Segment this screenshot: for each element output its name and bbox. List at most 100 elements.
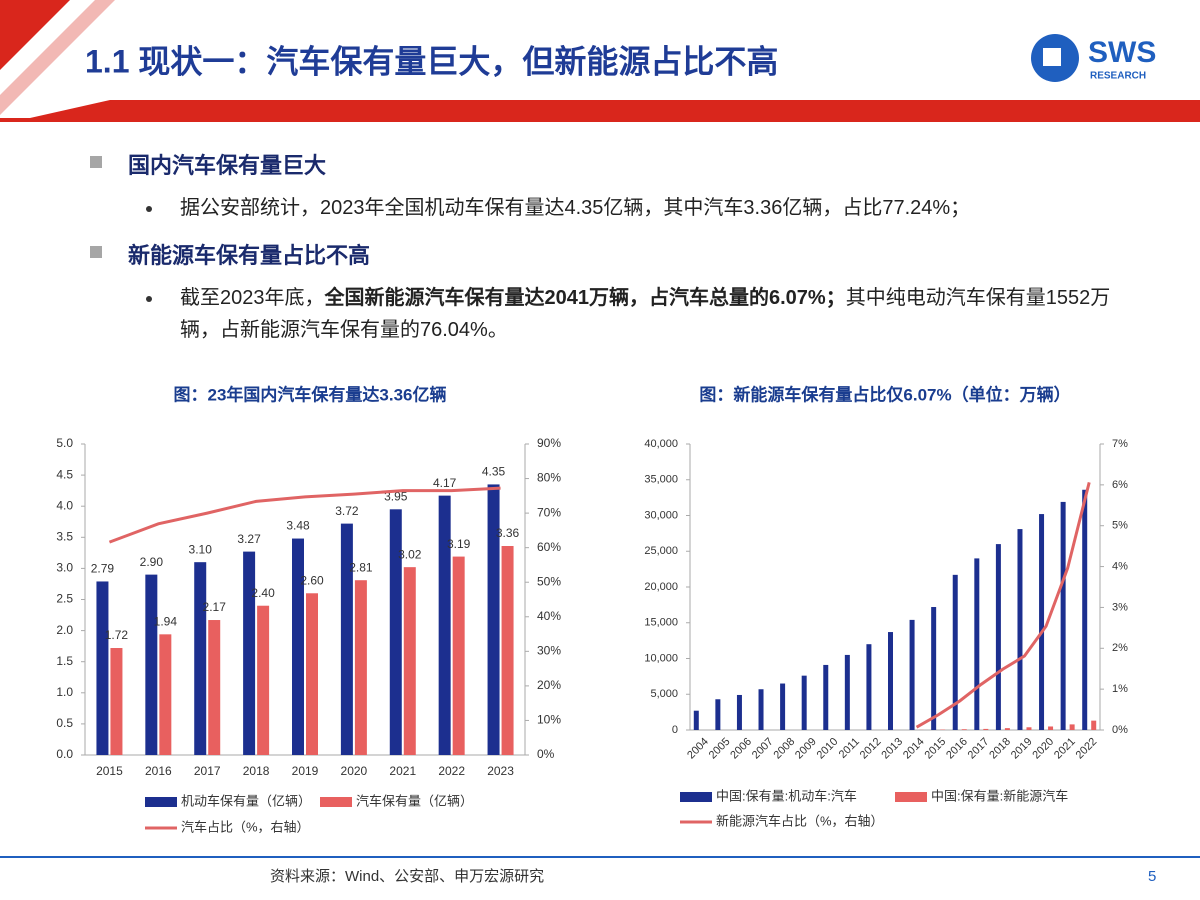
y-tick-label: 5,000 [650,688,678,700]
bar [208,620,221,755]
y2-tick-label: 7% [1112,438,1128,450]
data-label: 3.27 [237,532,261,546]
bar [292,538,304,755]
y2-tick-label: 3% [1112,601,1128,613]
bar [888,632,893,730]
heading-text: 国内汽车保有量巨大 [128,153,327,178]
bar [974,558,980,730]
bar [1082,489,1088,730]
bar [931,607,937,730]
y2-tick-label: 1% [1112,683,1128,695]
chart-title: 图：23年国内汽车保有量达3.36亿辆 [174,384,447,404]
y-tick-label: 2.5 [56,592,73,606]
legend-swatch [320,797,352,807]
y2-tick-label: 70% [537,505,561,519]
x-tick-label: 2021 [389,764,416,778]
line [108,486,501,544]
x-tick-label: 2013 [879,736,905,762]
x-tick-label: 2004 [685,736,711,762]
bullet-item: 据公安部统计，2023年全国机动车保有量达4.35亿辆，其中汽车3.36亿辆，占… [180,192,1140,224]
bar [801,675,807,730]
bar [1004,728,1010,730]
bar [403,567,416,755]
bar [487,484,500,755]
text-run: 据公安部统计，2023年全国机动车保有量达4.35亿辆，其中汽车3.36亿辆，占… [180,197,971,219]
bar [306,593,318,755]
y-tick-label: 35,000 [644,474,678,486]
x-tick-label: 2009 [793,736,819,762]
x-tick-label: 2016 [944,736,970,762]
y-tick-label: 0.5 [56,716,73,730]
bullet-item: 截至2023年底，全国新能源汽车保有量达2041万辆，占汽车总量的6.07%；其… [180,282,1140,346]
legend-swatch [680,792,712,802]
logo-text: SWS [1088,36,1156,69]
data-label: 3.72 [335,504,359,518]
x-tick-label: 2022 [438,764,465,778]
header-stripe [0,0,115,115]
bar [452,556,465,755]
bullet-dot [146,206,152,212]
data-label: 4.17 [433,476,457,490]
x-tick-label: 2017 [194,764,221,778]
bar [159,634,172,755]
y-tick-label: 3.0 [56,561,73,575]
x-tick-label: 2010 [815,736,841,762]
bullet-square [90,246,102,258]
logo-icon-square [1043,48,1061,66]
y-tick-label: 0.0 [56,747,73,761]
line [915,482,1091,729]
y2-tick-label: 6% [1112,479,1128,491]
bar [736,694,742,730]
x-tick-label: 2012 [858,736,884,762]
x-tick-label: 2021 [1052,736,1078,762]
y-tick-label: 4.5 [56,467,73,481]
data-label: 3.36 [496,526,520,540]
bar [1026,727,1032,730]
bar [961,729,967,730]
x-tick-label: 2015 [96,764,123,778]
legend-swatch [895,792,927,802]
bullet-dot [146,296,152,302]
bar [758,689,764,730]
data-label: 2.79 [91,562,115,576]
x-tick-label: 2019 [1009,736,1035,762]
y-tick-label: 4.0 [56,498,73,512]
bar [1017,529,1023,730]
y-tick-label: 40,000 [644,438,678,450]
y-tick-label: 1.0 [56,685,73,699]
bar [1091,720,1097,730]
x-tick-label: 2018 [987,736,1013,762]
legend-label: 汽车保有量（亿辆） [356,793,473,808]
header-corner [0,0,70,70]
legend-label: 汽车占比（%，右轴） [181,819,310,834]
x-tick-label: 2017 [966,736,992,762]
x-tick-label: 2014 [901,736,927,762]
x-tick-label: 2019 [292,764,319,778]
bar [693,710,699,730]
header-rule [0,118,1200,122]
page-number: 5 [1148,868,1156,885]
y-tick-label: 1.5 [56,654,73,668]
data-label: 3.10 [189,542,213,556]
x-tick-label: 2008 [771,736,797,762]
x-tick-label: 2018 [243,764,270,778]
x-tick-label: 2011 [837,736,862,761]
y2-tick-label: 40% [537,609,561,623]
bar [438,495,451,755]
bar [243,551,256,755]
bar [340,523,353,755]
bar [354,580,367,755]
y2-tick-label: 4% [1112,560,1128,572]
y2-tick-label: 90% [537,436,561,450]
footer-source: 资料来源：Wind、公安部、申万宏源研究 [270,868,544,885]
x-tick-label: 2016 [145,764,172,778]
y2-tick-label: 2% [1112,642,1128,654]
data-label: 1.94 [154,615,178,629]
bar [501,546,514,755]
bar [145,574,158,755]
y2-tick-label: 10% [537,713,561,727]
text-run: 其中纯电动汽车保有量1552万辆，占新能源汽车保有量的76.04%。 [180,287,1111,341]
bullet-square [90,156,102,168]
data-label: 1.72 [105,628,129,642]
